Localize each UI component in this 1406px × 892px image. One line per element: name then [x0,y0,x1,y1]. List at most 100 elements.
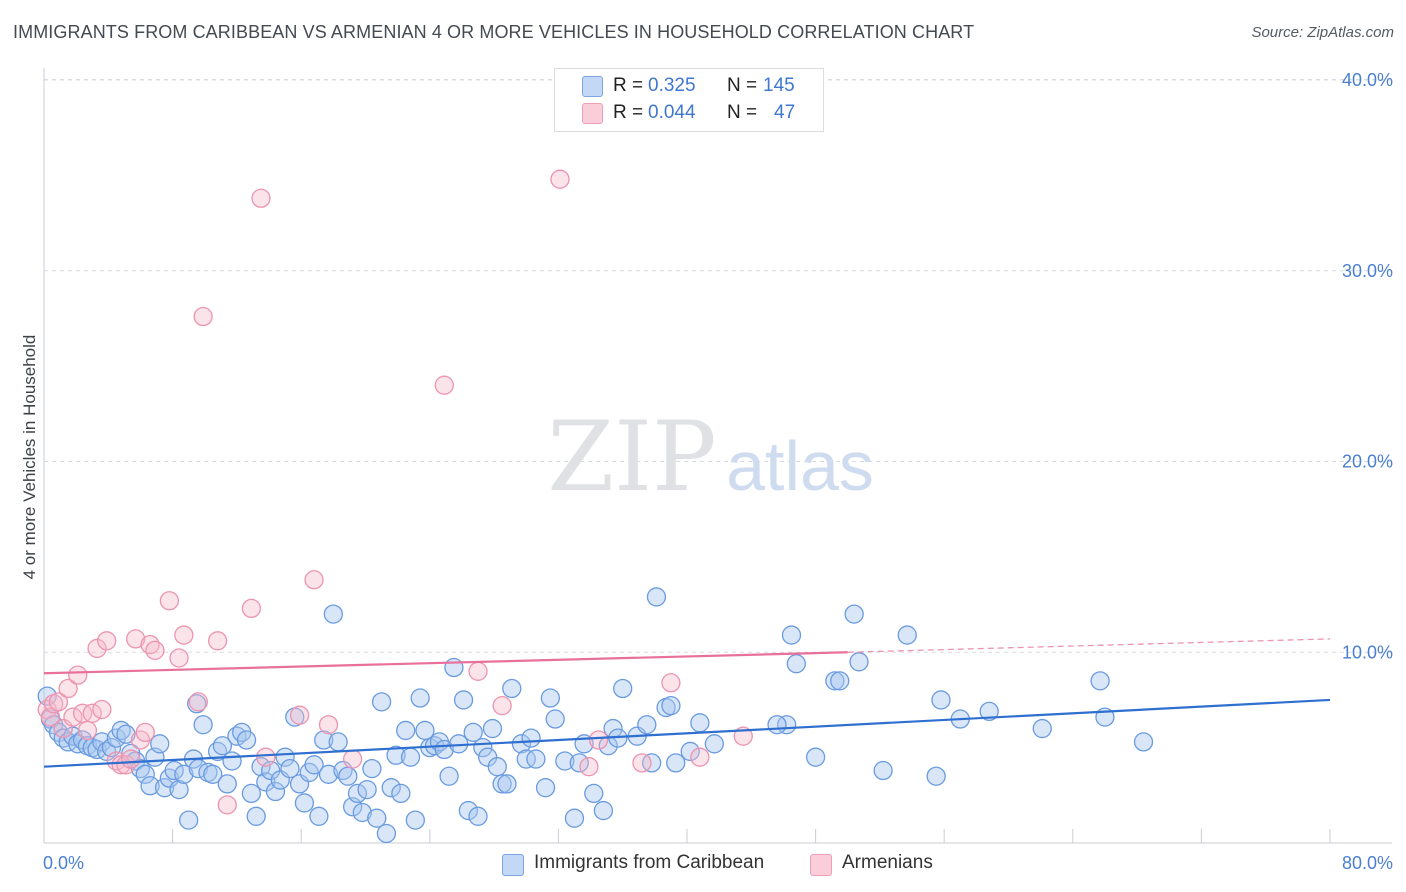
data-point-caribbean [367,808,387,828]
data-point-armenians [87,638,107,659]
data-point-caribbean [1032,718,1052,739]
data-point-armenians [58,678,78,699]
data-point-caribbean [487,757,507,777]
data-point-caribbean [164,760,184,781]
y-tick-label: 40.0% [1342,70,1393,90]
data-point-caribbean [275,747,295,767]
data-point-caribbean [979,701,999,722]
data-point-armenians [690,747,710,767]
data-point-caribbean [371,692,392,712]
data-point-caribbean [569,753,589,773]
data-point-caribbean [347,783,368,804]
data-point-caribbean [497,774,517,794]
data-point-caribbean [637,715,657,735]
data-point-armenians [48,692,69,712]
data-point-caribbean [396,720,416,741]
data-point-caribbean [849,652,869,672]
data-point-armenians [111,755,131,775]
data-point-armenians [579,757,599,777]
trend-line-armenians [43,651,848,675]
data-point-caribbean [1090,671,1110,691]
data-point-caribbean [584,783,604,804]
data-point-caribbean [179,810,199,830]
data-point-caribbean [309,806,329,826]
data-point-caribbean [212,736,233,756]
data-point-caribbean [502,678,522,699]
data-point-caribbean [236,730,257,750]
legend-swatch-pink [582,103,603,124]
data-point-caribbean [931,690,951,710]
stats-legend: R = 0.325 N = 145 R = 0.044 N = 47 [554,68,824,132]
data-point-caribbean [511,734,532,754]
series-armenians-points [37,169,753,815]
data-point-caribbean [265,781,286,802]
data-point-caribbean [825,671,845,691]
data-point-armenians [492,696,512,716]
data-point-caribbean [453,690,474,710]
data-point-caribbean [805,747,826,767]
data-point-armenians [135,722,155,743]
data-point-armenians [174,625,194,645]
data-point-armenians [632,753,652,773]
legend-n-value: 145 [763,75,795,96]
legend-r-label: R = [613,102,644,123]
watermark-atlas: atlas [726,427,874,505]
data-point-caribbean [444,657,464,678]
data-point-armenians [588,730,609,750]
x-tick-label: 80.0% [1342,853,1393,873]
data-point-armenians [77,720,98,741]
data-point-caribbean [280,758,300,779]
data-point-caribbean [593,800,614,821]
data-point-caribbean [690,713,710,733]
legend-n-value: 47 [774,102,796,123]
data-point-armenians [661,673,681,693]
data-point-armenians [217,795,237,815]
data-point-caribbean [540,688,561,708]
data-point-caribbean [304,755,324,775]
data-point-caribbean [357,779,377,800]
data-point-armenians [92,699,112,720]
data-point-armenians [550,169,570,189]
legend-swatch-blue [502,854,524,876]
chart-title: IMMIGRANTS FROM CARIBBEAN VS ARMENIAN 4 … [13,22,975,42]
data-point-caribbean [246,806,266,826]
data-point-caribbean [564,808,585,828]
data-point-caribbean [338,766,358,786]
watermark: ZIP atlas [547,401,874,513]
data-point-caribbean [844,604,864,624]
data-point-caribbean [140,776,160,796]
data-point-armenians [159,591,180,611]
data-point-armenians [256,747,276,767]
data-point-armenians [68,665,88,685]
legend-row-caribbean: R = 0.325 N = 145 [555,73,823,99]
data-point-armenians [97,631,117,651]
data-point-armenians [251,188,271,208]
data-point-armenians [193,306,213,327]
data-point-caribbean [458,800,479,821]
y-axis-label: 4 or more Vehicles in Household [20,335,39,580]
data-point-caribbean [328,732,348,752]
data-point-armenians [342,749,363,769]
data-point-caribbean [1133,732,1154,752]
data-point-caribbean [391,783,411,804]
data-point-caribbean [386,745,406,765]
data-point-caribbean [873,760,893,781]
data-point-armenians [434,375,454,395]
legend-n-label: N = [727,102,758,123]
x-tick-label: 0.0% [43,853,84,873]
data-point-caribbean [92,732,112,752]
data-point-caribbean [661,696,681,716]
data-point-caribbean [217,774,237,794]
data-point-caribbean [468,806,488,826]
data-point-armenians [125,629,146,649]
data-point-armenians [121,749,141,769]
data-point-caribbean [830,671,850,691]
data-point-caribbean [314,730,334,750]
data-point-caribbean [492,774,512,794]
trend-line-armenians-extension [847,638,1331,653]
tick-labels: 10.0% 20.0% 30.0% 40.0% 0.0% 80.0% [43,70,1393,873]
data-point-caribbean [294,793,315,813]
data-point-caribbean [37,686,57,706]
y-tick-label: 20.0% [1342,452,1393,472]
